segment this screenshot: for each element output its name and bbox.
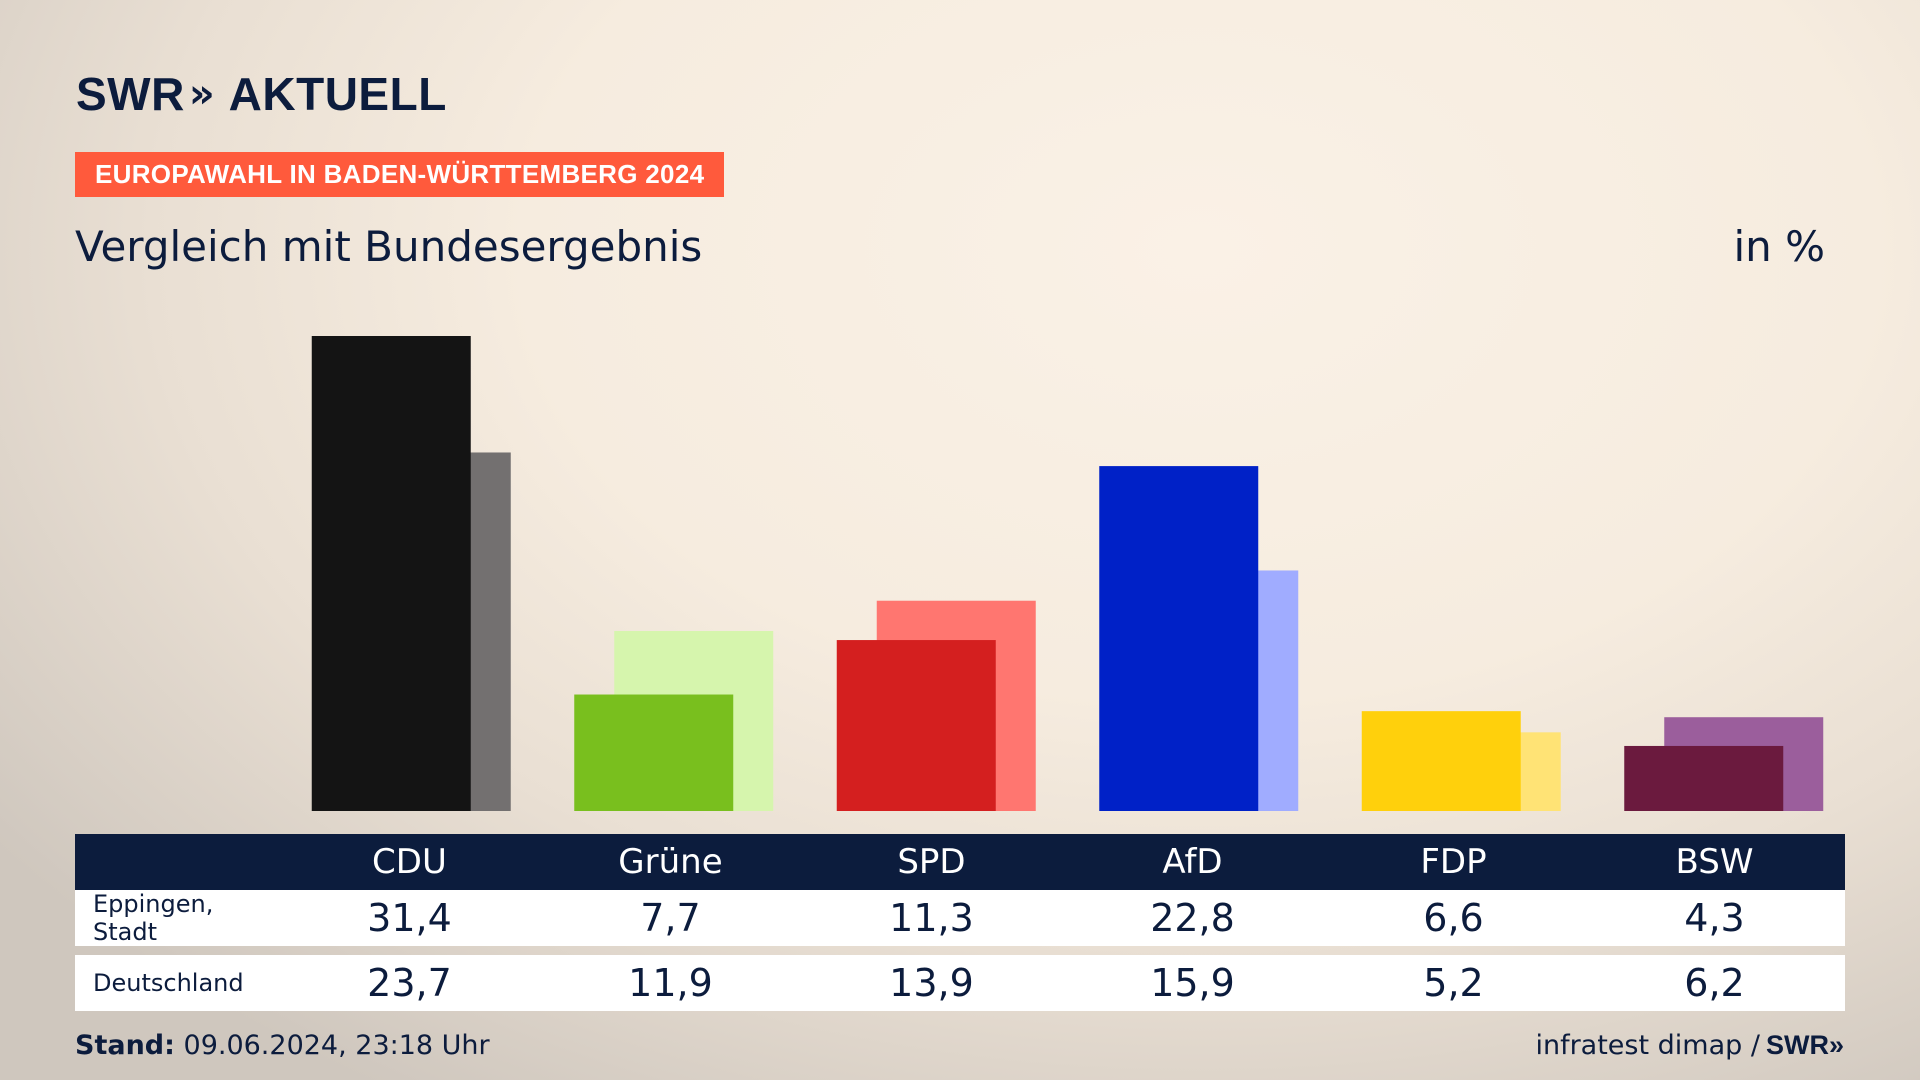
swr-small-logo: SWR» (1766, 1030, 1844, 1061)
bar-chart (311, 336, 1824, 811)
results-table: CDU Grüne SPD AfD FDP BSW Eppingen, Stad… (75, 834, 1845, 1011)
bar-eppingen-fdp (1361, 711, 1521, 811)
chart-subtitle: Vergleich mit Bundesergebnis (75, 222, 703, 271)
unit-label: in % (1733, 222, 1825, 271)
value-deutschland-gruene: 11,9 (628, 961, 713, 1005)
party-header-fdp: FDP (1420, 842, 1487, 882)
source-credit: infratest dimap / SWR» (1535, 1030, 1844, 1061)
bar-eppingen-gruene (574, 694, 734, 811)
value-deutschland-fdp: 5,2 (1423, 961, 1484, 1005)
bar-eppingen-cdu (311, 336, 471, 811)
election-badge: EUROPAWAHL IN BADEN-WÜRTTEMBERG 2024 (75, 152, 725, 197)
value-deutschland-cdu: 23,7 (367, 961, 452, 1005)
value-eppingen-cdu: 31,4 (367, 896, 452, 940)
value-eppingen-fdp: 6,6 (1423, 896, 1484, 940)
swr-small-chevron-icon: » (1828, 1030, 1844, 1060)
party-header-gruene: Grüne (618, 842, 723, 882)
swr-small-logo-text: SWR (1765, 1030, 1829, 1060)
value-eppingen-afd: 22,8 (1150, 896, 1235, 940)
value-eppingen-bsw: 4,3 (1684, 896, 1745, 940)
bar-eppingen-bsw (1624, 745, 1784, 811)
value-deutschland-spd: 13,9 (889, 961, 974, 1005)
logo-aktuell-text: AKTUELL (228, 68, 447, 120)
table-header-row: CDU Grüne SPD AfD FDP BSW (75, 834, 1845, 890)
table-row-eppingen: Eppingen, Stadt 31,4 7,7 11,3 22,8 6,6 4… (75, 890, 1845, 946)
source-text: infratest dimap / (1535, 1030, 1760, 1061)
party-header-afd: AfD (1162, 842, 1223, 882)
row-label-deutschland: Deutschland (93, 969, 244, 997)
value-deutschland-bsw: 6,2 (1684, 961, 1745, 1005)
table-row-deutschland: Deutschland 23,7 11,9 13,9 15,9 5,2 6,2 (75, 955, 1845, 1011)
bar-eppingen-afd (1099, 466, 1259, 811)
swr-aktuell-logo: SWR » AKTUELL (76, 68, 447, 120)
timestamp: Stand: 09.06.2024, 23:18 Uhr (75, 1030, 490, 1061)
logo-chevron-icon: » (188, 71, 215, 117)
row-label-eppingen: Eppingen, Stadt (93, 890, 214, 946)
party-header-spd: SPD (897, 842, 966, 882)
logo-swr-text: SWR (76, 68, 185, 120)
table-header-spacer (75, 834, 279, 890)
stand-value: 09.06.2024, 23:18 Uhr (183, 1030, 490, 1061)
bar-eppingen-spd (836, 640, 996, 811)
value-eppingen-gruene: 7,7 (640, 896, 701, 940)
party-header-bsw: BSW (1675, 842, 1754, 882)
party-header-cdu: CDU (372, 842, 447, 882)
stand-label: Stand: (75, 1030, 175, 1061)
value-deutschland-afd: 15,9 (1150, 961, 1235, 1005)
value-eppingen-spd: 11,3 (889, 896, 974, 940)
